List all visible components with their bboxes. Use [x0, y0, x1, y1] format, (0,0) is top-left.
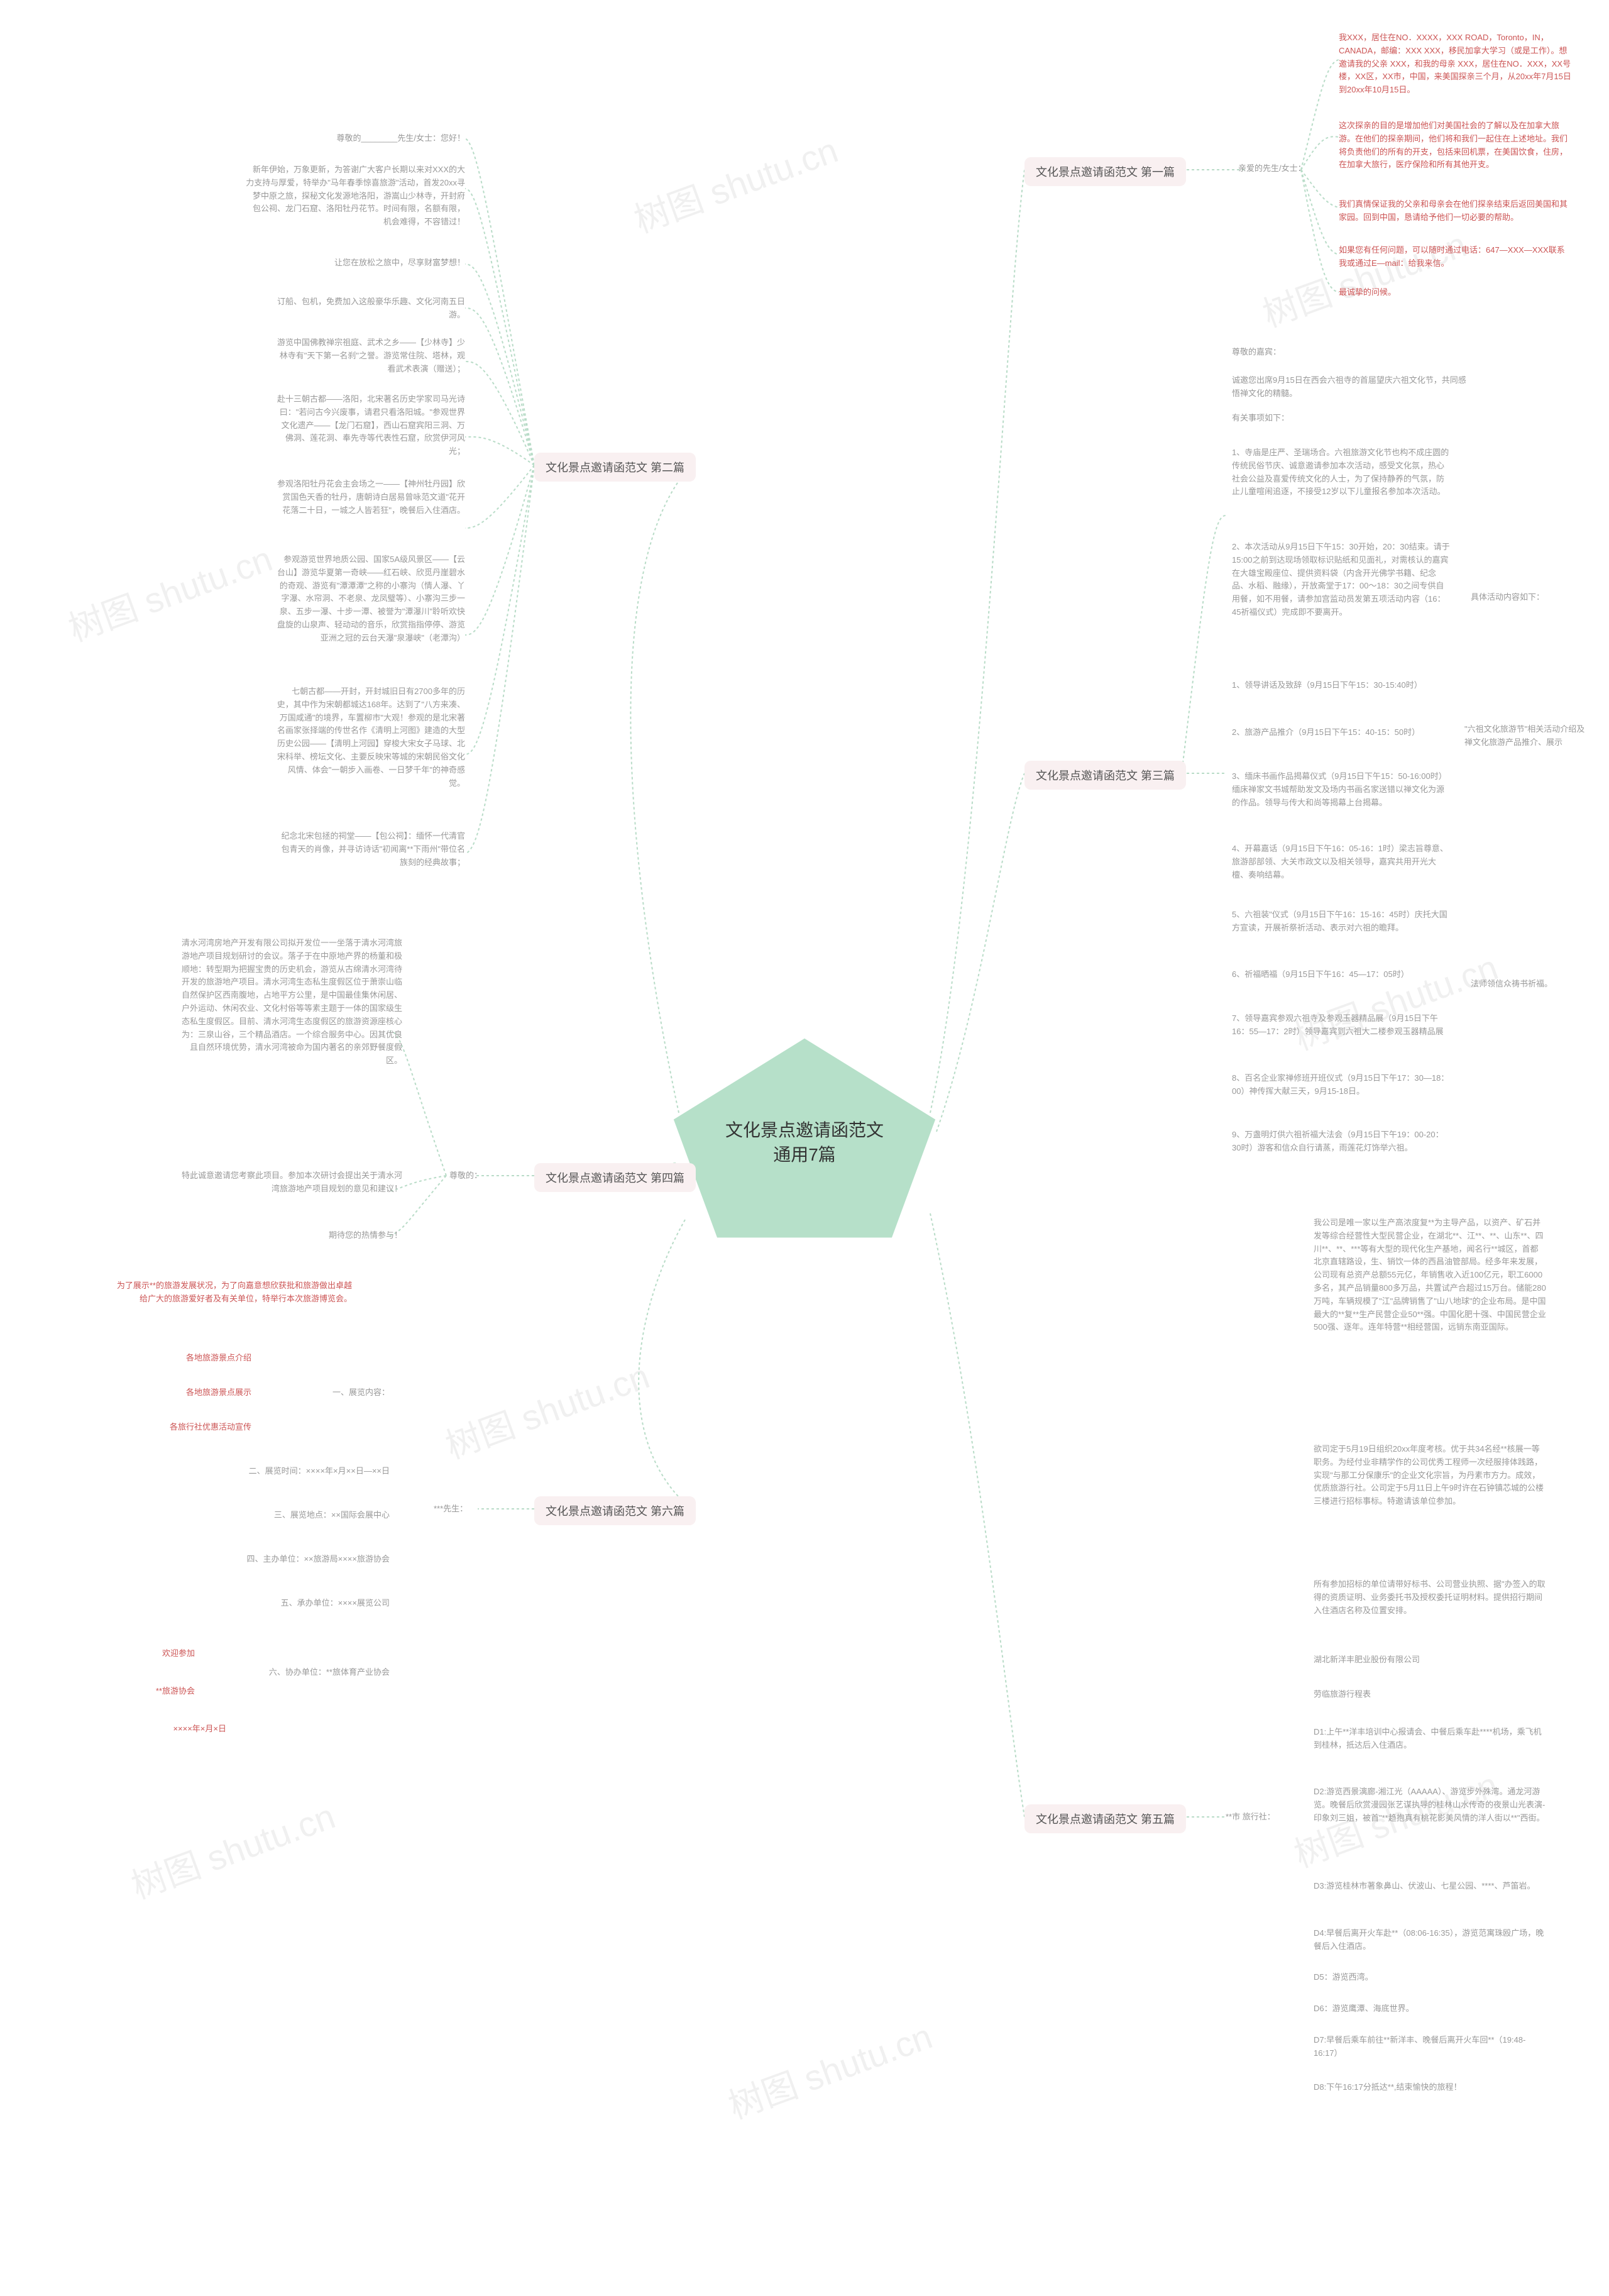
b2-leaf-0: 尊敬的________先生/女士：您好！ — [245, 132, 465, 145]
branch-3: 文化景点邀请函范文 第三篇 — [1024, 761, 1186, 790]
b3-top-1: 诚邀您出席9月15日在西会六祖寺的首届望庆六祖文化节，共同感悟禅文化的精髓。 — [1232, 374, 1471, 400]
b2-leaf-7: 参观游览世界地质公园、国家5A级风景区——【云台山】游览华夏第一奇峡——红石峡、… — [277, 553, 465, 645]
b3-num-0: 1、寺庙是庄严、圣瑞场合。六祖旅游文化节也构不成庄圆的传统民俗节庆、诚意邀请参加… — [1232, 446, 1452, 499]
b5-d6: D6：游览鹰潭、海底世界。 — [1314, 2002, 1546, 2016]
b1-leaf-5: 最诚挚的问候。 — [1339, 286, 1571, 299]
b3-item-1: 1、领导讲话及致辞（9月15日下午15：30-15:40时） — [1232, 679, 1452, 692]
branch-4: 文化景点邀请函范文 第四篇 — [534, 1163, 696, 1192]
b3-item-2l: 2、旅游产品推介（9月15日下午15：40-15：50时） — [1232, 726, 1452, 739]
b6-row-2: 四、主办单位：××旅游局××××旅游协会 — [163, 1553, 390, 1566]
b2-leaf-9: 纪念北宋包拯的祠堂——【包公祠】：缅怀一代清官包青天的肖像，并寻访诗话"初闻离*… — [277, 830, 465, 869]
b6-bc: 六、协办单位：**旅体育产业协会 — [214, 1666, 390, 1679]
b3-item-3: 3、缅床书画作品揭幕仪式（9月15日下午15：50-16:00时）缅床禅家文书城… — [1232, 770, 1452, 809]
b4-leaf-0: 清水河湾房地产开发有限公司拟开发位一一坐落于清水河湾旅游地产项目规划研讨的会议。… — [176, 937, 402, 1068]
b3-item-6r: 法师领信众祷书祈福。 — [1471, 978, 1584, 991]
b2-leaf-6: 参观洛阳牡丹花会主会场之一——【神州牡丹园】欣赏国色天香的牡丹，唐朝诗白居易曾咏… — [277, 478, 465, 517]
b6-row-1: 三、展览地点：××国际会展中心 — [163, 1509, 390, 1522]
b5-d1: D1:上午**洋丰培训中心报请会、中餐后乘车赴****机场，乘飞机到桂林，抵达后… — [1314, 1726, 1546, 1752]
b6-ba: 欢迎参加 — [113, 1647, 195, 1660]
b5-d8: D8:下午16:17分抵达**,结束愉快的旅程！ — [1314, 2081, 1546, 2094]
b3-top-0: 尊敬的嘉宾： — [1232, 346, 1439, 359]
b3-item-2r: "六祖文化旅游节"相关活动介绍及禅文化旅游产品推介、展示 — [1464, 723, 1590, 749]
watermark: 树图 shutu.cn — [60, 531, 278, 651]
b5-d3: D3:游览桂林市著象鼻山、伏波山、七星公园、****、芦笛岩。 — [1314, 1880, 1546, 1893]
watermark: 树图 shutu.cn — [123, 1788, 341, 1909]
b1-sub: 亲爱的先生/女士： — [1238, 162, 1306, 175]
b6-sub-a: 一、展览内容： — [302, 1386, 390, 1399]
b6-row-3: 五、承办单位：××××展览公司 — [163, 1597, 390, 1610]
b4-leaf-2: 期待您的热情参与！ — [277, 1229, 402, 1242]
b2-leaf-8: 七朝古都——开封，开封城旧日有2700多年的历史，其中作为宋朝都城达168年。达… — [277, 685, 465, 790]
b6-ia-1: 各地旅游景点展示 — [113, 1386, 251, 1399]
center-title: 文化景点邀请函范文通用7篇 — [723, 1118, 886, 1167]
b2-leaf-2: 让您在放松之旅中，尽享财富梦想！ — [277, 257, 465, 270]
watermark: 树图 shutu.cn — [626, 122, 844, 243]
watermark: 树图 shutu.cn — [1255, 216, 1473, 337]
branch-1: 文化景点邀请函范文 第一篇 — [1024, 157, 1186, 186]
b3-sub: 具体活动内容如下： — [1471, 591, 1544, 604]
b3-item-6: 6、祈福晒福（9月15日下午16：45—17：05时） — [1232, 968, 1452, 981]
b3-item-4: 4、开幕嘉话（9月15日下午16：05-16：1时）梁志旨尊意、旅游部部领、大关… — [1232, 842, 1452, 881]
b2-leaf-5: 赴十三朝古都——洛阳，北宋著名历史学家司马光诗曰："若问古今兴废事，请君只看洛阳… — [277, 393, 465, 458]
watermark: 树图 shutu.cn — [437, 1348, 656, 1469]
branch-2: 文化景点邀请函范文 第二篇 — [534, 453, 696, 482]
b3-item-9: 9、万盏明灯供六祖祈福大法会（9月15日下午19：00-20：30时）游客和信众… — [1232, 1129, 1452, 1155]
watermark: 树图 shutu.cn — [720, 2008, 938, 2129]
b5-intro: 我公司是唯一家以生产高浓度复**为主导产品，以资产、矿石并发等综合经营性大型民营… — [1314, 1217, 1546, 1334]
b6-ia-0: 各地旅游景点介绍 — [113, 1352, 251, 1365]
center-node: 文化景点邀请函范文通用7篇 — [666, 1031, 943, 1245]
b5-p3: 所有参加招标的单位请带好标书、公司营业执照、据"办签入的取得的资质证明、业务委托… — [1314, 1578, 1546, 1617]
b5-d5: D5：游览西湾。 — [1314, 1971, 1546, 1984]
b3-item-8: 8、百名企业家禅修班开班仪式（9月15日下午17：30—18：00）神传挥大献三… — [1232, 1072, 1452, 1098]
b5-sub: **市 旅行社： — [1226, 1811, 1275, 1824]
b2-leaf-1: 新年伊始，万象更新，为答谢广大客户长期以来对XXX的大力支持与厚爱，特举办"马年… — [245, 163, 465, 229]
b3-num-1: 2、本次活动从9月15日下午15：30开始，20：30结束。请于15:00之前到… — [1232, 541, 1452, 619]
b3-top-2: 有关事项如下： — [1232, 412, 1439, 425]
b5-p5: 劳临旅游行程表 — [1314, 1688, 1546, 1701]
b5-d4: D4:早餐后离开火车赴**（08:06-16:35），游览范寓珠殴广场，晚餐后入… — [1314, 1927, 1546, 1953]
branch-5: 文化景点邀请函范文 第五篇 — [1024, 1804, 1186, 1833]
b3-item-5: 5、六祖装"仪式（9月15日下午16：15-16：45时）庆托大国方宣读，开展祈… — [1232, 908, 1452, 935]
b6-star: ***先生： — [434, 1503, 468, 1516]
b4-leaf-1: 特此诚意邀请您考察此项目。参加本次研讨会提出关于清水河湾旅游地产项目规划的意见和… — [176, 1169, 402, 1196]
b5-d2: D2:游览西景漓廊-湘江光（AAAAA）、游览步外殊湾。通龙河游览。晚餐后欣赏漫… — [1314, 1785, 1546, 1824]
b5-d7: D7:早餐后乘车前往**新洋丰、晚餐后离开火车回**（19:48-16:17） — [1314, 2034, 1546, 2060]
b1-leaf-4: 如果您有任何问题，可以随时通过电话：647—XXX—XXX联系我或通过E—mai… — [1339, 244, 1571, 270]
b6-top: 为了展示**的旅游发展状况，为了向嘉意想欣获批和旅游做出卓越给广大的旅游爱好者及… — [113, 1279, 352, 1306]
b6-ia-2: 各旅行社优惠活动宣传 — [113, 1421, 251, 1434]
b2-leaf-4: 游览中国佛教禅宗祖庭、武术之乡——【少林寺】少林寺有"天下第一名刹"之誉。游览常… — [277, 336, 465, 375]
b6-bb: **旅游协会 — [113, 1685, 195, 1698]
b5-p2: 欲司定于5月19日组织20xx年度考核。优于共34名经**核展一等职务。为经付业… — [1314, 1443, 1546, 1508]
b1-leaf-1: 我XXX，居住在NO．XXXX，XXX ROAD，Toronto，IN，CANA… — [1339, 31, 1571, 97]
branch-6: 文化景点邀请函范文 第六篇 — [534, 1496, 696, 1525]
b5-p4: 湖北新洋丰肥业股份有限公司 — [1314, 1653, 1546, 1667]
b2-leaf-3: 订船、包机，免费加入这般豪华乐趣、文化河南五日游。 — [277, 295, 465, 322]
b3-item-7: 7、领导嘉宾参观六祖寺及参观玉器精品展（9月15日下午16：55—17：2时）领… — [1232, 1012, 1452, 1039]
b6-row-0: 二、展览时间：××××年×月××日—××日 — [163, 1465, 390, 1478]
b1-leaf-3: 我们真情保证我的父亲和母亲会在他们探亲结束后返回美国和其家园。回到中国，恳请给予… — [1339, 198, 1571, 224]
b6-bd: ××××年×月×日 — [113, 1723, 226, 1736]
b1-leaf-2: 这次探亲的目的是增加他们对美国社会的了解以及在加拿大旅游。在他们的探亲期间，他们… — [1339, 119, 1571, 172]
watermark: 树图 shutu.cn — [1286, 939, 1504, 1060]
b4-top: 尊敬的： — [449, 1169, 482, 1183]
